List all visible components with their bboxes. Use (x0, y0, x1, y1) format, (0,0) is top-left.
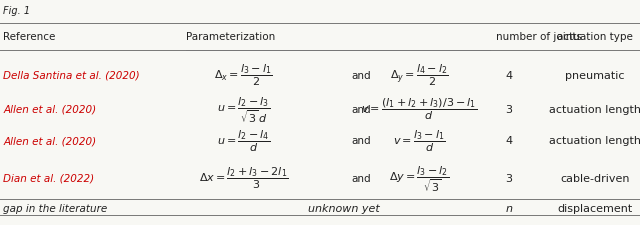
Text: Della Santina et al. (2020): Della Santina et al. (2020) (3, 70, 140, 80)
Text: displacement: displacement (557, 203, 633, 213)
Text: $u = \dfrac{l_2 - l_4}{d}$: $u = \dfrac{l_2 - l_4}{d}$ (217, 128, 269, 153)
Text: number of joints: number of joints (496, 32, 582, 42)
Text: actuation length: actuation length (549, 104, 640, 114)
Text: 3: 3 (506, 104, 512, 114)
Text: Parameterization: Parameterization (186, 32, 275, 42)
Text: 4: 4 (505, 70, 513, 80)
Text: and: and (352, 104, 371, 114)
Text: $v = \dfrac{(l_1 + l_2 + l_3)/3 - l_1}{d}$: $v = \dfrac{(l_1 + l_2 + l_3)/3 - l_1}{d… (361, 97, 477, 122)
Text: actuation length: actuation length (549, 136, 640, 146)
Text: pneumatic: pneumatic (566, 70, 625, 80)
Text: unknown yet: unknown yet (308, 203, 380, 213)
Text: $n$: $n$ (505, 203, 513, 213)
Text: Allen et al. (2020): Allen et al. (2020) (3, 136, 97, 146)
Text: 4: 4 (505, 136, 513, 146)
Text: $v = \dfrac{l_3 - l_1}{d}$: $v = \dfrac{l_3 - l_1}{d}$ (393, 128, 445, 153)
Text: 3: 3 (506, 173, 512, 183)
Text: Fig. 1: Fig. 1 (3, 6, 30, 16)
Text: Allen et al. (2020): Allen et al. (2020) (3, 104, 97, 114)
Text: and: and (352, 173, 371, 183)
Text: and: and (352, 70, 371, 80)
Text: Reference: Reference (3, 32, 56, 42)
Text: $\Delta_x = \dfrac{l_3 - l_1}{2}$: $\Delta_x = \dfrac{l_3 - l_1}{2}$ (214, 63, 273, 88)
Text: $u = \dfrac{l_2 - l_3}{\sqrt{3}\,d}$: $u = \dfrac{l_2 - l_3}{\sqrt{3}\,d}$ (217, 94, 269, 124)
Text: and: and (352, 136, 371, 146)
Text: actuation type: actuation type (557, 32, 633, 42)
Text: cable-driven: cable-driven (561, 173, 630, 183)
Text: $\Delta y = \dfrac{l_3 - l_2}{\sqrt{3}}$: $\Delta y = \dfrac{l_3 - l_2}{\sqrt{3}}$ (389, 163, 449, 193)
Text: Dian et al. (2022): Dian et al. (2022) (3, 173, 94, 183)
Text: gap in the literature: gap in the literature (3, 203, 108, 213)
Text: $\Delta x = \dfrac{l_2 + l_3 - 2l_1}{3}$: $\Delta x = \dfrac{l_2 + l_3 - 2l_1}{3}$ (198, 165, 288, 190)
Text: $\Delta_y = \dfrac{l_4 - l_2}{2}$: $\Delta_y = \dfrac{l_4 - l_2}{2}$ (390, 63, 449, 88)
